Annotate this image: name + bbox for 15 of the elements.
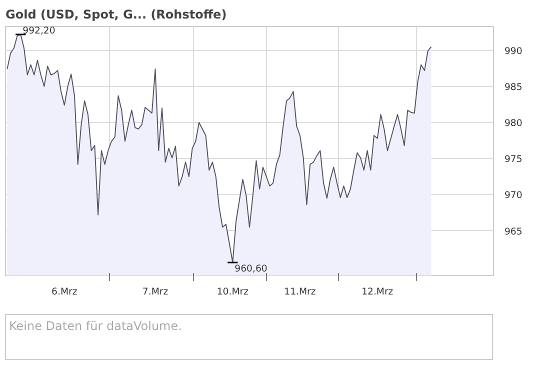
text: Keine Daten für dataVolume. bbox=[9, 318, 182, 335]
y-tick-label: 970 bbox=[504, 190, 522, 202]
y-tick-label: 985 bbox=[504, 82, 522, 93]
x-tick-label: 11.Mrz bbox=[284, 286, 316, 298]
x-tick-label: 12.Mrz bbox=[362, 286, 394, 298]
y-tick-label: 990 bbox=[504, 46, 522, 57]
x-tick-label: 7.Mrz bbox=[142, 286, 168, 298]
y-tick-label: 975 bbox=[504, 154, 522, 166]
y-tick-label: 980 bbox=[504, 118, 522, 129]
annotation: 992,20 bbox=[22, 25, 56, 36]
y-tick-label: 965 bbox=[504, 226, 522, 238]
chart-title: Gold (USD, Spot, G... (Rohstoffe) bbox=[6, 8, 227, 22]
annotation: 960,60 bbox=[234, 264, 268, 275]
x-tick-label: 10.Mrz bbox=[216, 286, 249, 298]
x-tick-label: 6.Mrz bbox=[52, 286, 78, 298]
